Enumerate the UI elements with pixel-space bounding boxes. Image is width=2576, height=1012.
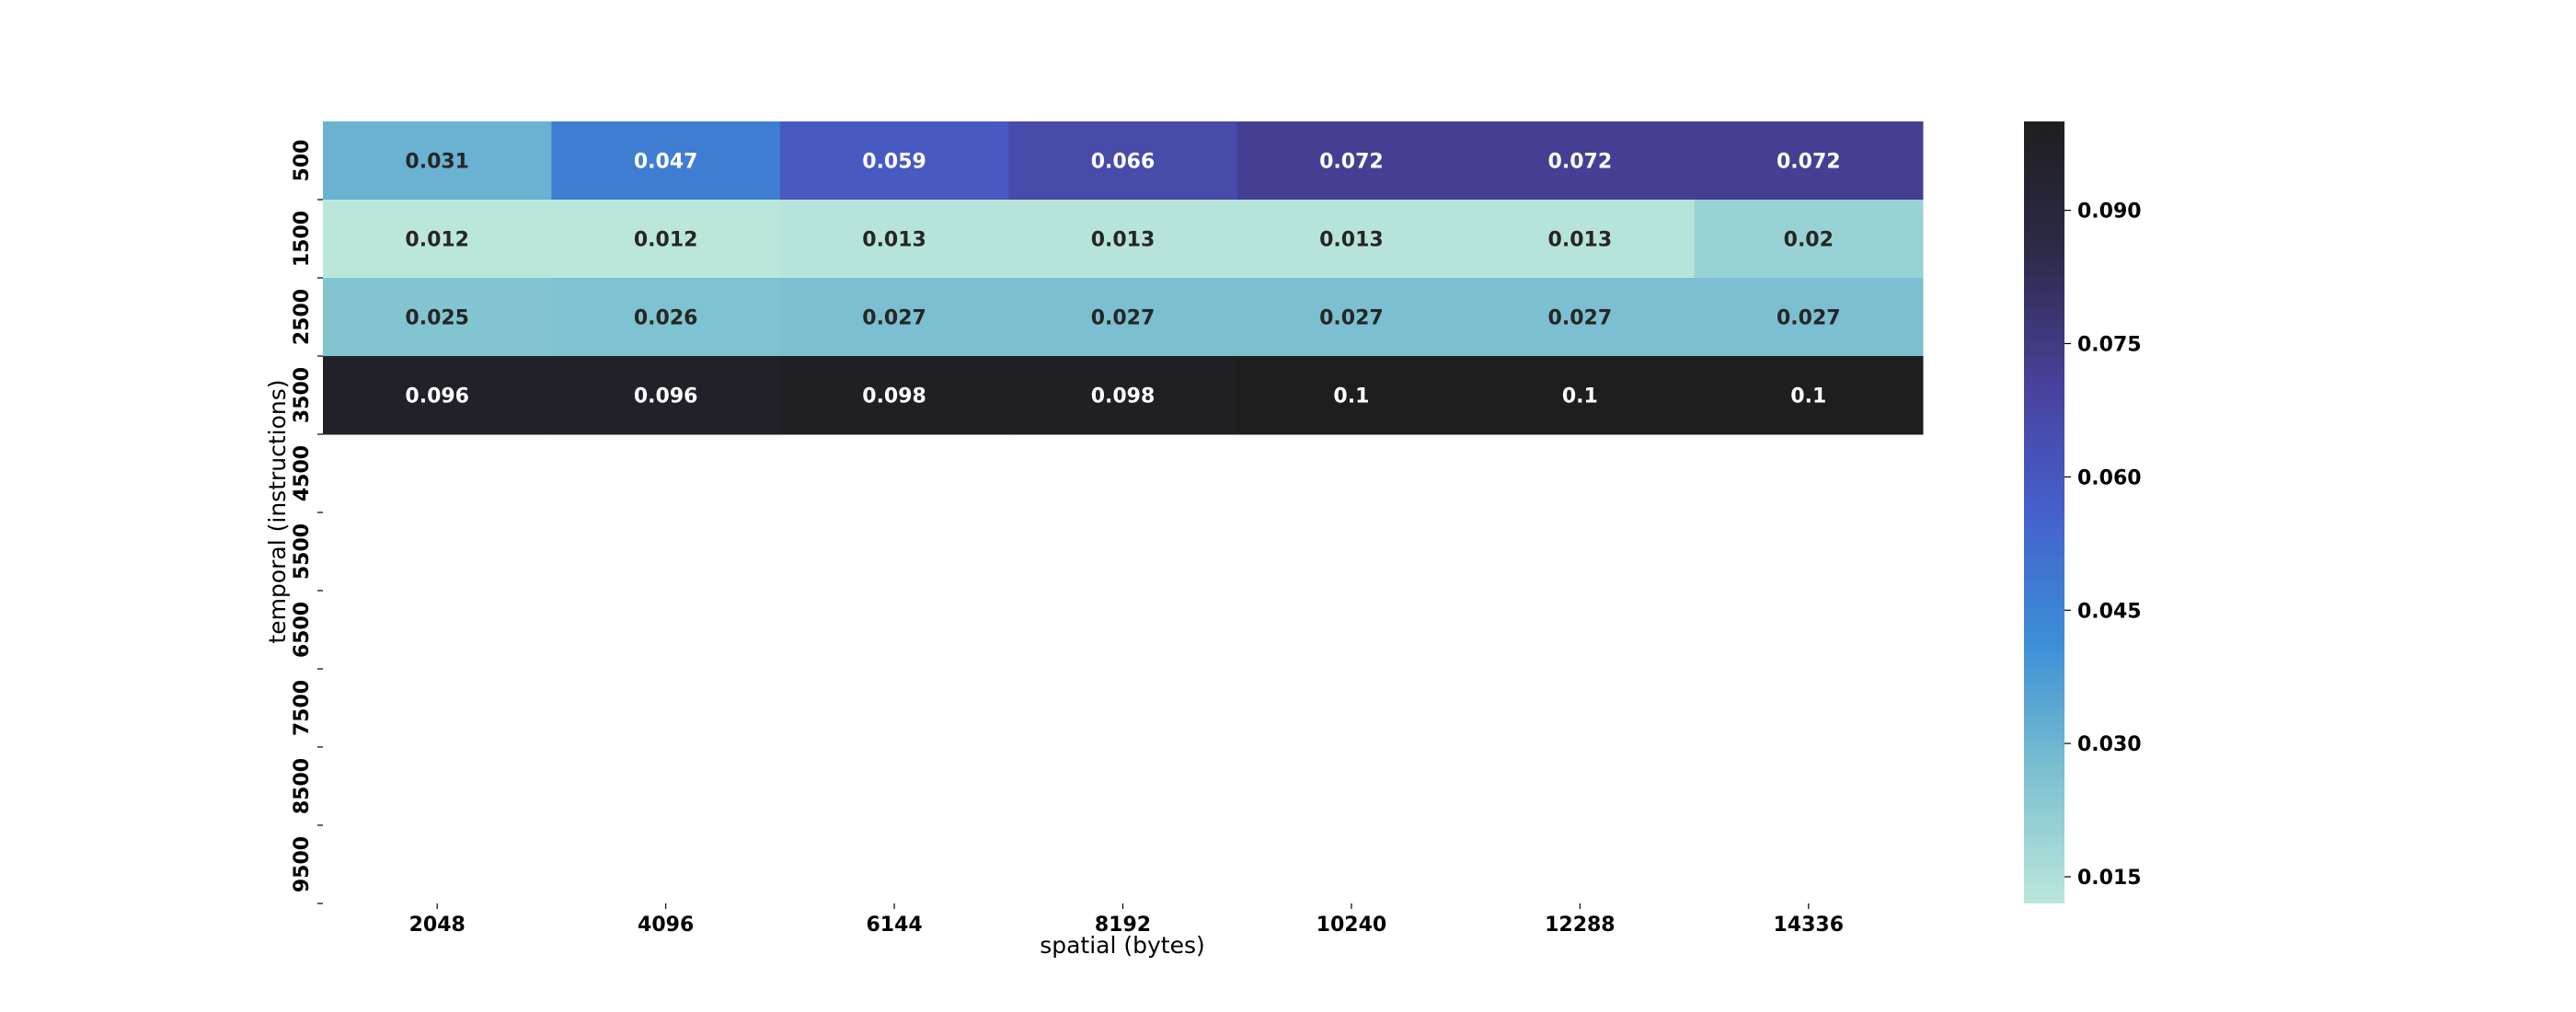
heatmap-cell	[551, 356, 781, 435]
cell-value-label: 0.1	[1562, 385, 1598, 408]
y-tick-label: 3500	[291, 367, 314, 423]
heatmap-cell	[779, 121, 1009, 201]
colorbar-tick-label: 0.030	[2077, 733, 2142, 756]
y-tick-label: 2500	[291, 289, 314, 345]
x-tick-label: 6144	[866, 914, 922, 937]
cell-value-label: 0.027	[862, 307, 926, 330]
x-axis-label: spatial (bytes)	[1040, 932, 1205, 959]
cell-value-label: 0.026	[634, 307, 698, 330]
heatmap-cell	[1694, 200, 1924, 279]
y-tick-label: 500	[291, 140, 314, 182]
colorbar-tick-label: 0.015	[2077, 867, 2142, 890]
y-tick-label: 4500	[291, 445, 314, 501]
heatmap-cell	[1008, 278, 1238, 357]
cell-value-label: 0.027	[1319, 307, 1384, 330]
colorbar-tick-label: 0.060	[2077, 466, 2142, 489]
cell-value-label: 0.013	[1319, 229, 1384, 252]
cell-value-label: 0.02	[1784, 229, 1834, 252]
x-tick-label: 8192	[1095, 914, 1151, 937]
x-tick-label: 4096	[638, 914, 694, 937]
heatmap-cell	[1008, 356, 1238, 435]
x-tick-label: 2048	[409, 914, 466, 937]
heatmap-cell	[1008, 200, 1238, 279]
y-tick-label: 5500	[291, 523, 314, 580]
heatmap-cell	[551, 278, 781, 357]
heatmap-cell	[779, 278, 1009, 357]
colorbar-tick-label: 0.045	[2077, 600, 2142, 623]
heatmap-cell	[1694, 278, 1924, 357]
heatmap-cell	[1236, 121, 1466, 201]
cell-value-label: 0.072	[1548, 151, 1613, 174]
heatmap-cell	[1236, 200, 1466, 279]
cell-value-label: 0.098	[1091, 385, 1156, 408]
x-tick-label: 14336	[1774, 914, 1845, 937]
heatmap-cell	[1466, 278, 1696, 357]
heatmap-cell	[323, 356, 552, 435]
y-tick-label: 6500	[291, 602, 314, 658]
cell-value-label: 0.027	[1548, 307, 1613, 330]
cell-value-label: 0.098	[862, 385, 926, 408]
colorbar-tick-label: 0.090	[2077, 201, 2142, 224]
cell-value-label: 0.1	[1333, 385, 1369, 408]
heatmap-cell	[1694, 121, 1924, 201]
cell-value-label: 0.031	[405, 151, 469, 174]
cell-value-label: 0.027	[1777, 307, 1841, 330]
cell-value-label: 0.1	[1790, 385, 1826, 408]
heatmap-cells	[323, 121, 1924, 435]
heatmap-cell	[1236, 356, 1466, 435]
y-tick-label: 1500	[291, 211, 314, 267]
x-axis: 2048 4096 6144 8192 10240 12288 14336	[409, 903, 1844, 937]
cell-value-label: 0.012	[634, 229, 698, 252]
y-tick-label: 7500	[291, 680, 314, 736]
cell-value-label: 0.072	[1777, 151, 1841, 174]
x-tick-label: 10240	[1317, 914, 1387, 937]
heatmap-cell	[1694, 356, 1924, 435]
heatmap-cell	[1236, 278, 1466, 357]
cell-value-label: 0.096	[405, 385, 469, 408]
colorbar-tick-label: 0.075	[2077, 333, 2142, 356]
y-axis-label: temporal (instructions)	[264, 379, 291, 643]
heatmap-cell	[779, 356, 1009, 435]
cell-value-label: 0.027	[1091, 307, 1156, 330]
colorbar-gradient	[2024, 121, 2064, 903]
cell-value-label: 0.013	[862, 229, 926, 252]
heatmap-cell	[323, 200, 552, 279]
cell-value-label: 0.013	[1548, 229, 1613, 252]
cell-value-label: 0.072	[1319, 151, 1384, 174]
cell-value-label: 0.025	[405, 307, 469, 330]
cell-value-label: 0.059	[862, 151, 926, 174]
heatmap-cell	[1466, 356, 1696, 435]
heatmap-cell	[1466, 200, 1696, 279]
cell-value-label: 0.096	[634, 385, 698, 408]
y-axis: 500 1500 2500 3500 4500 5500 6500 7500 8500 9500	[291, 140, 323, 904]
y-tick-label: 8500	[291, 758, 314, 814]
heatmap-cell	[551, 121, 781, 201]
cell-value-label: 0.047	[634, 151, 698, 174]
heatmap-cell-labels: 0.031 0.047 0.059 0.066 0.072 0.072 0.072 0.012…	[405, 151, 1840, 408]
cell-value-label: 0.013	[1091, 229, 1156, 252]
colorbar: 0.015 0.030 0.045 0.060 0.075 0.090	[2024, 121, 2142, 903]
heatmap-cell	[1008, 121, 1238, 201]
heatmap-cell	[323, 121, 552, 201]
heatmap-cell	[323, 278, 552, 357]
heatmap-cell	[1466, 121, 1696, 201]
x-tick-label: 12288	[1545, 914, 1616, 937]
y-tick-label: 9500	[291, 836, 314, 892]
heatmap-cell	[551, 200, 781, 279]
cell-value-label: 0.012	[405, 229, 469, 252]
heatmap-cell	[779, 200, 1009, 279]
cell-value-label: 0.066	[1091, 151, 1156, 174]
